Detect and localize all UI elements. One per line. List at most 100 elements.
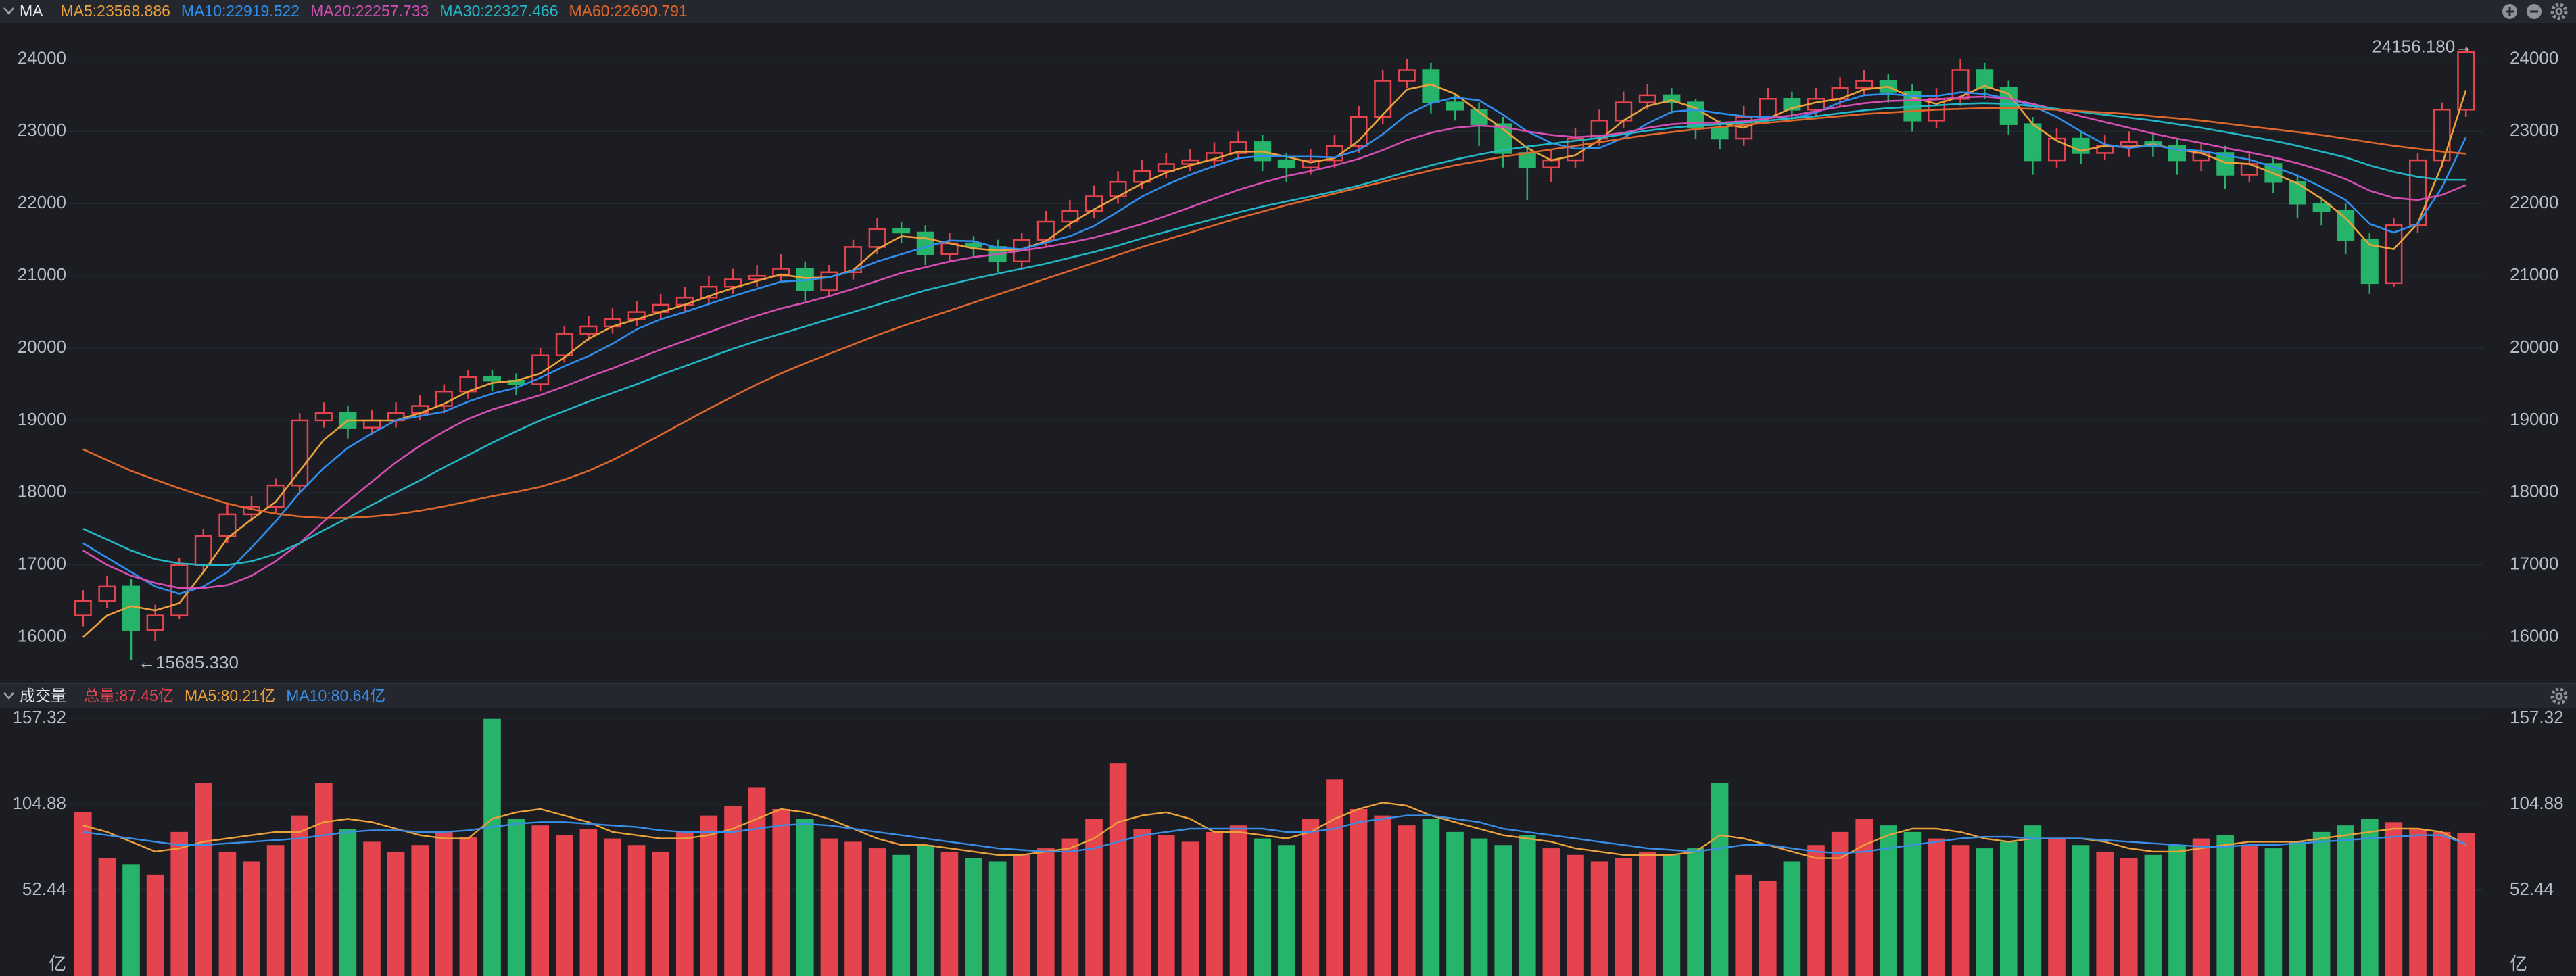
volume-bar xyxy=(1422,819,1440,976)
candle-body xyxy=(291,419,309,487)
volume-bar xyxy=(531,825,550,976)
candle-body xyxy=(1446,101,1464,111)
y-tick-label: 104.88 xyxy=(12,793,66,813)
volume-bar xyxy=(387,851,405,976)
volume-bar xyxy=(2072,845,2090,976)
candle-body xyxy=(98,585,116,602)
candle-body xyxy=(1133,170,1151,183)
y-tick-label: 16000 xyxy=(18,626,66,646)
ma-line xyxy=(82,91,2467,595)
y-tick-label: 157.32 xyxy=(12,707,66,727)
y2-tick-label: 19000 xyxy=(2510,409,2558,429)
volume-bar xyxy=(916,845,934,976)
candle-body xyxy=(1374,80,1392,118)
zoom-out-button[interactable] xyxy=(2527,4,2542,19)
annotation: ←15685.330 xyxy=(138,652,239,673)
candle-body xyxy=(1061,210,1079,223)
candle-body xyxy=(483,376,501,382)
volume-bar xyxy=(2048,838,2066,976)
candle-body xyxy=(1229,141,1247,154)
candle-body xyxy=(146,614,164,631)
candle-body xyxy=(1976,69,1994,89)
candle-body xyxy=(2385,224,2403,285)
y-tick-label: 20000 xyxy=(18,337,66,357)
y2-tick-label: 16000 xyxy=(2510,626,2558,646)
volume-bar xyxy=(579,829,598,976)
y-tick-label: 19000 xyxy=(18,409,66,429)
volume-bar xyxy=(2409,829,2427,976)
volume-bar xyxy=(1615,858,1633,976)
volume-bar xyxy=(1302,819,1320,976)
volume-bar xyxy=(772,808,790,976)
y2-tick-label: 22000 xyxy=(2510,192,2558,212)
candle-body xyxy=(2120,141,2138,147)
zoom-in-button[interactable] xyxy=(2502,4,2517,19)
volume-bar xyxy=(1711,783,1729,976)
y-tick-label: 18000 xyxy=(18,481,66,502)
candle-body xyxy=(411,405,429,414)
legend-entry: MA30:22327.466 xyxy=(439,2,558,20)
volume-bar xyxy=(844,841,862,976)
volume-bar xyxy=(2337,825,2355,976)
volume-bar xyxy=(1494,845,1512,976)
candle-body xyxy=(892,228,911,234)
volume-bar xyxy=(2457,833,2475,976)
volume-bar xyxy=(1277,845,1295,976)
volume-bar xyxy=(1446,831,1464,976)
volume-bar xyxy=(2216,835,2235,976)
candle-body xyxy=(748,274,766,280)
volume-bar xyxy=(218,851,237,976)
volume-bar xyxy=(1181,841,1199,976)
volume-bar xyxy=(459,837,477,976)
candle-body xyxy=(1951,69,1970,100)
y-tick-label: 17000 xyxy=(18,554,66,574)
volume-bar xyxy=(1663,854,1681,976)
y2-tick-label: 52.44 xyxy=(2510,879,2554,899)
legend-entry: MA20:22257.733 xyxy=(310,2,429,20)
collapse-icon[interactable] xyxy=(3,692,14,700)
volume-bar xyxy=(363,841,381,976)
candle-body xyxy=(1277,159,1295,169)
legend-entry: MA5:80.21亿 xyxy=(185,687,275,704)
volume-bar xyxy=(2024,825,2042,976)
candle-body xyxy=(2216,152,2235,176)
settings-button[interactable] xyxy=(2550,687,2568,705)
volume-bar xyxy=(1374,815,1392,976)
legend-entry: MA10:22919.522 xyxy=(181,2,300,20)
candle-body xyxy=(2024,123,2042,162)
volume-bar xyxy=(170,831,189,976)
volume-bar xyxy=(122,864,140,976)
volume-bar xyxy=(1928,838,1945,976)
candle-body xyxy=(2312,203,2331,212)
volume-bar xyxy=(1350,808,1368,976)
candle-body xyxy=(1663,94,1681,103)
volume-bar xyxy=(1157,835,1175,976)
candle-body xyxy=(1759,97,1777,118)
settings-button[interactable] xyxy=(2550,3,2568,20)
candle-body xyxy=(1638,94,1656,103)
volume-bar xyxy=(1951,845,1970,976)
volume-bar xyxy=(2433,831,2451,976)
volume-bar xyxy=(2144,854,2162,976)
volume-bar xyxy=(1687,848,1704,976)
candle-body xyxy=(2289,180,2306,205)
collapse-icon[interactable] xyxy=(3,7,14,15)
volume-bar xyxy=(1109,763,1127,976)
candle-body xyxy=(1711,126,1729,140)
pane-title: 成交量 xyxy=(20,687,66,704)
candle-body xyxy=(965,242,982,248)
volume-ma-line xyxy=(82,814,2466,854)
volume-bar xyxy=(1999,841,2018,976)
volume-bar xyxy=(314,783,333,976)
volume-bar xyxy=(2168,845,2186,976)
volume-bar xyxy=(2360,819,2379,976)
volume-bar xyxy=(98,858,116,976)
candle-body xyxy=(2048,137,2066,162)
y-unit: 亿 xyxy=(49,954,66,974)
volume-bar xyxy=(266,845,285,976)
candle-body xyxy=(194,535,212,566)
candle-body xyxy=(314,412,333,422)
candle-body xyxy=(1518,152,1536,169)
